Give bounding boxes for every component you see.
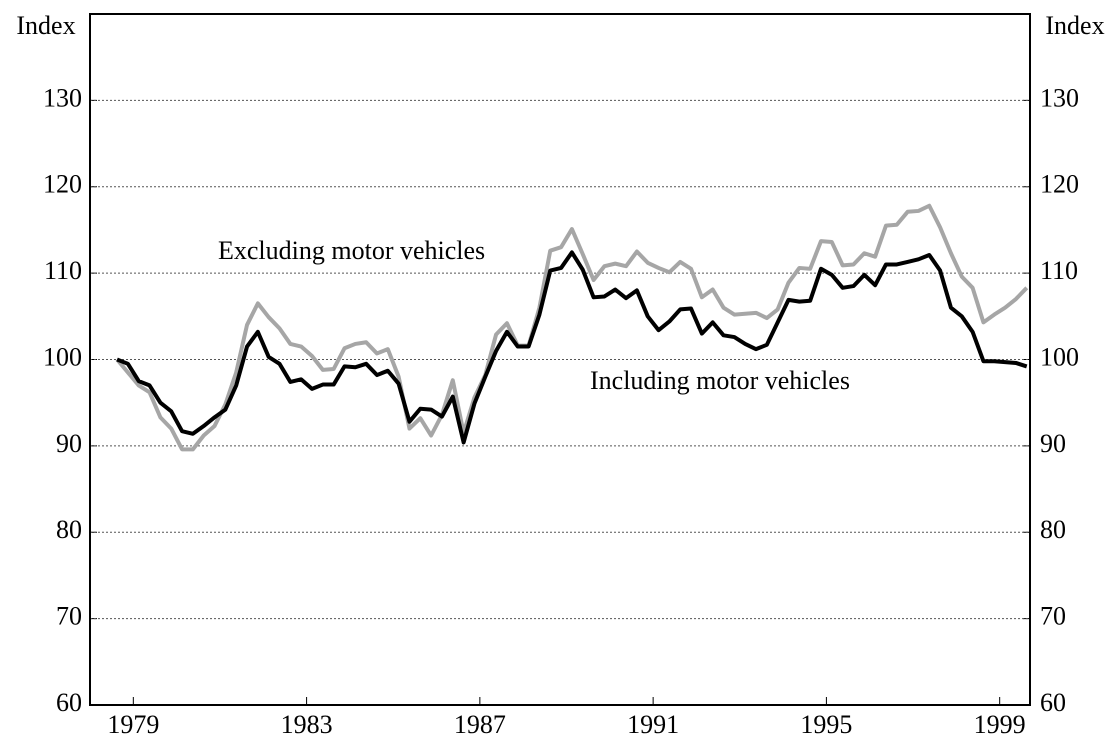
y-tick-label: 60	[56, 688, 82, 717]
plot-frame	[89, 13, 1031, 706]
series-label: Including motor vehicles	[590, 366, 850, 395]
y2-tick-label: 130	[1040, 83, 1079, 112]
y2-tick-label: 90	[1040, 429, 1066, 458]
x-tick-label: 1979	[107, 710, 159, 739]
y-tick-label: 130	[43, 83, 82, 112]
series-label: Excluding motor vehicles	[218, 236, 485, 265]
y2-tick-label: 60	[1040, 688, 1066, 717]
y-label-left: Index	[16, 11, 75, 40]
x-tick-label: 1987	[454, 710, 506, 739]
x-tick-label: 1999	[974, 710, 1026, 739]
y-tick-label: 120	[43, 170, 82, 199]
y-tick-label: 100	[43, 342, 82, 371]
y2-tick-label: 120	[1040, 170, 1079, 199]
x-tick-label: 1983	[281, 710, 333, 739]
x-tick-label: 1991	[627, 710, 679, 739]
y2-tick-label: 70	[1040, 602, 1066, 631]
y2-tick-label: 80	[1040, 515, 1066, 544]
y-tick-label: 80	[56, 515, 82, 544]
y2-tick-label: 100	[1040, 342, 1079, 371]
y-tick-label: 110	[44, 256, 82, 285]
y-label-right: Index	[1045, 11, 1104, 40]
y2-tick-label: 110	[1040, 256, 1078, 285]
y-tick-label: 90	[56, 429, 82, 458]
series-line	[116, 250, 1028, 445]
y-tick-label: 70	[56, 602, 82, 631]
x-tick-label: 1995	[800, 710, 852, 739]
series-line	[115, 203, 1029, 452]
